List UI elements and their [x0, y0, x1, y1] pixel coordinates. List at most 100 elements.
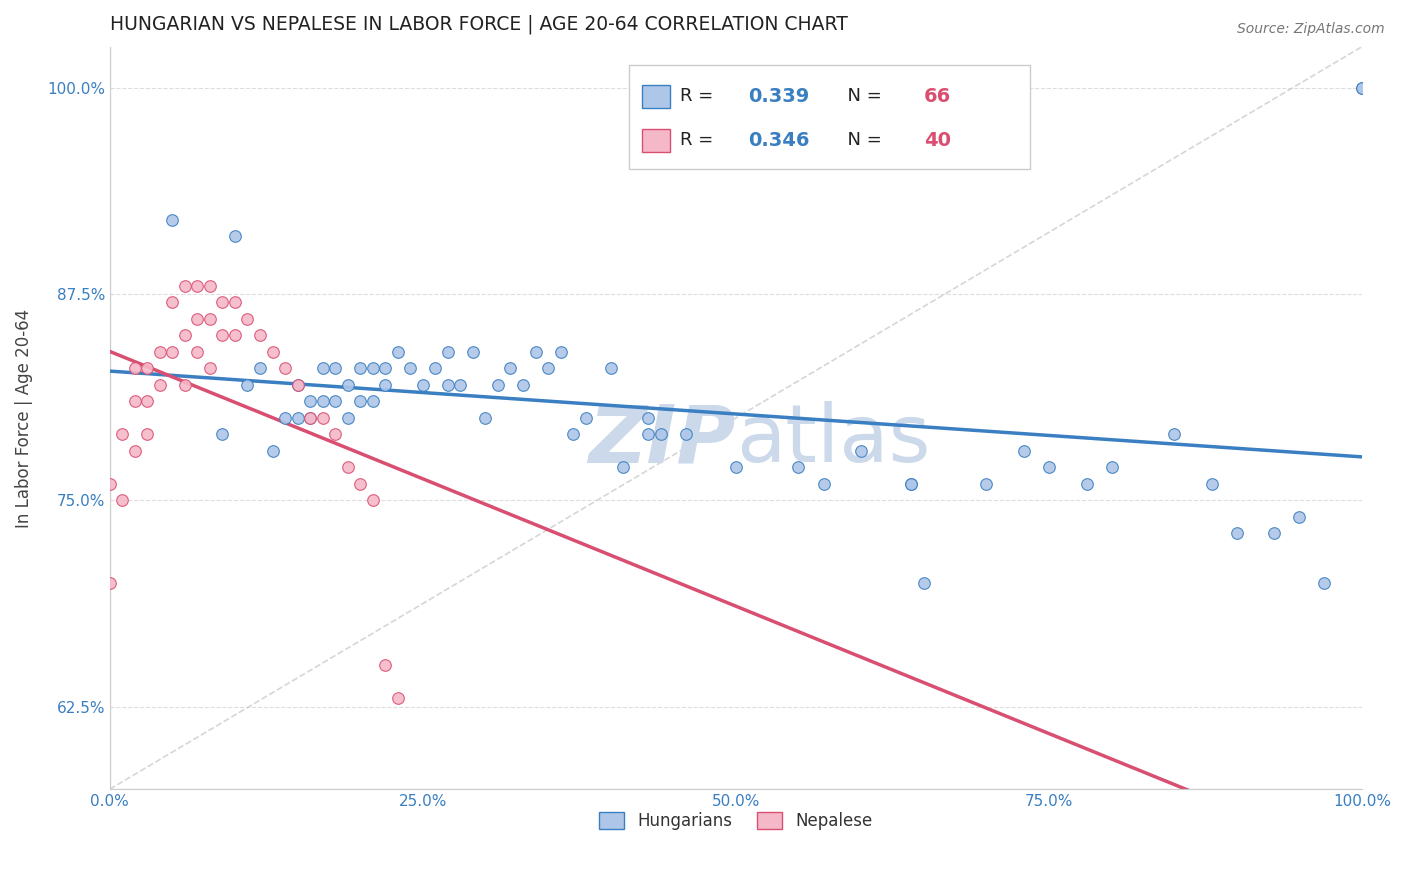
Point	[562, 427, 585, 442]
Point	[287, 378, 309, 392]
Point	[349, 477, 371, 491]
Point	[249, 328, 271, 343]
Point	[787, 460, 810, 475]
Point	[1313, 576, 1336, 591]
Point	[1201, 477, 1223, 491]
Text: N =: N =	[837, 131, 887, 149]
Text: atlas: atlas	[735, 401, 931, 479]
Point	[1288, 510, 1310, 524]
Point	[976, 477, 998, 491]
Point	[136, 361, 159, 376]
Point	[1163, 427, 1185, 442]
Point	[336, 460, 359, 475]
Point	[111, 427, 134, 442]
Point	[299, 411, 322, 425]
Point	[198, 312, 221, 326]
Point	[1101, 460, 1123, 475]
Point	[374, 378, 396, 392]
Point	[323, 427, 346, 442]
Point	[287, 411, 309, 425]
Point	[1038, 460, 1060, 475]
Point	[412, 378, 434, 392]
Point	[361, 361, 384, 376]
Point	[575, 411, 598, 425]
Point	[650, 427, 672, 442]
Point	[361, 394, 384, 409]
Point	[900, 477, 922, 491]
Point	[149, 378, 172, 392]
Point	[224, 328, 246, 343]
Point	[274, 361, 297, 376]
Point	[437, 378, 460, 392]
Text: 0.346: 0.346	[748, 130, 810, 150]
Point	[274, 411, 297, 425]
Text: Source: ZipAtlas.com: Source: ZipAtlas.com	[1237, 22, 1385, 37]
Point	[461, 345, 484, 359]
Point	[374, 658, 396, 673]
Text: R =: R =	[679, 131, 718, 149]
Point	[224, 295, 246, 310]
Legend: Hungarians, Nepalese: Hungarians, Nepalese	[592, 805, 880, 837]
Point	[124, 361, 146, 376]
Point	[336, 378, 359, 392]
Point	[1076, 477, 1098, 491]
Point	[98, 576, 121, 591]
Point	[173, 279, 195, 293]
Point	[900, 477, 922, 491]
Text: N =: N =	[837, 87, 887, 105]
Point	[387, 691, 409, 706]
Point	[111, 493, 134, 508]
Point	[262, 444, 284, 458]
Point	[524, 345, 547, 359]
Point	[387, 345, 409, 359]
Point	[1263, 526, 1285, 541]
Point	[537, 361, 560, 376]
Point	[912, 576, 935, 591]
Point	[149, 345, 172, 359]
Point	[486, 378, 509, 392]
Point	[262, 345, 284, 359]
Point	[512, 378, 534, 392]
Point	[236, 312, 259, 326]
Point	[499, 361, 522, 376]
Point	[162, 213, 184, 227]
Point	[311, 361, 333, 376]
Point	[612, 460, 634, 475]
Y-axis label: In Labor Force | Age 20-64: In Labor Force | Age 20-64	[15, 309, 32, 527]
Point	[550, 345, 572, 359]
Point	[637, 411, 659, 425]
Text: R =: R =	[679, 87, 718, 105]
Point	[136, 427, 159, 442]
Point	[637, 427, 659, 442]
Point	[211, 427, 233, 442]
Point	[136, 394, 159, 409]
Point	[299, 411, 322, 425]
FancyBboxPatch shape	[643, 128, 669, 152]
Point	[287, 378, 309, 392]
Point	[374, 361, 396, 376]
Point	[399, 361, 422, 376]
Point	[349, 394, 371, 409]
Point	[173, 378, 195, 392]
Point	[675, 427, 697, 442]
Point	[186, 312, 208, 326]
Point	[186, 345, 208, 359]
Text: 40: 40	[924, 130, 950, 150]
Point	[336, 411, 359, 425]
Point	[1226, 526, 1249, 541]
Point	[98, 477, 121, 491]
Point	[323, 394, 346, 409]
Point	[361, 493, 384, 508]
Point	[599, 361, 621, 376]
Point	[211, 328, 233, 343]
FancyBboxPatch shape	[630, 65, 1031, 169]
Point	[162, 295, 184, 310]
Text: 0.339: 0.339	[748, 87, 810, 106]
Point	[1351, 81, 1374, 95]
Point	[425, 361, 447, 376]
FancyBboxPatch shape	[643, 85, 669, 108]
Point	[349, 361, 371, 376]
Text: 66: 66	[924, 87, 950, 106]
Point	[323, 361, 346, 376]
Point	[198, 279, 221, 293]
